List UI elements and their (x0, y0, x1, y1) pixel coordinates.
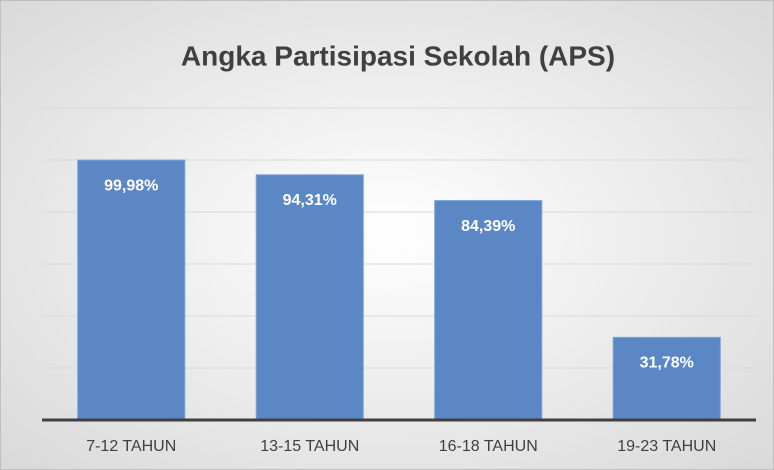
data-label: 99,98% (104, 177, 158, 194)
x-tick-label: 7-12 TAHUN (86, 438, 176, 455)
data-label: 94,31% (283, 192, 337, 209)
data-label: 31,78% (640, 355, 694, 372)
bar (77, 159, 186, 421)
x-tick-label: 16-18 TAHUN (439, 438, 538, 455)
chart-title: Angka Partisipasi Sekolah (APS) (181, 40, 615, 71)
x-tick-label: 13-15 TAHUN (260, 438, 359, 455)
bar (612, 336, 721, 421)
x-tick-label: 19-23 TAHUN (617, 438, 716, 455)
bar (434, 200, 543, 421)
data-label: 84,39% (461, 218, 515, 235)
bar (255, 174, 364, 421)
